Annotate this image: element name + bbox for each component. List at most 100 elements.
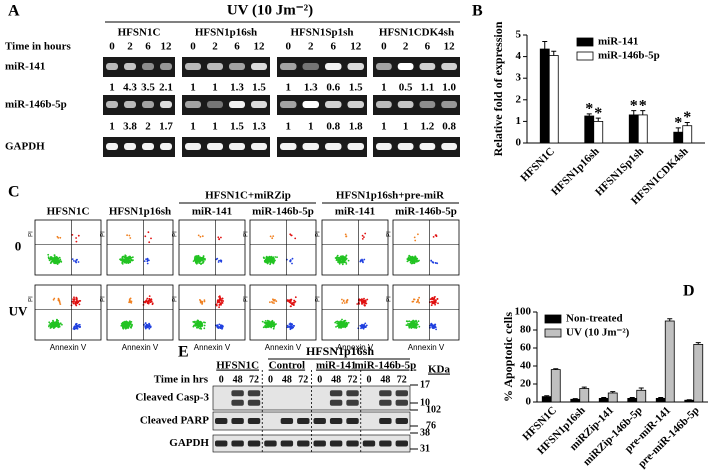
flow-dot xyxy=(272,262,275,265)
quant-value: 1 xyxy=(212,121,218,133)
error-bar xyxy=(675,127,681,133)
bar xyxy=(628,114,639,144)
blot-band xyxy=(231,390,244,397)
flow-dot xyxy=(409,255,412,258)
flow-dot xyxy=(218,323,221,326)
flow-plot xyxy=(106,284,174,341)
time-value: 6 xyxy=(331,41,337,53)
flow-dot xyxy=(342,261,345,263)
flow-dot xyxy=(270,255,273,258)
blot-band xyxy=(329,399,343,406)
bar xyxy=(673,131,684,144)
flow-dot xyxy=(193,324,196,327)
flow-dot xyxy=(289,326,292,329)
flow-dot xyxy=(197,254,200,257)
panel-label: D xyxy=(683,283,695,300)
flow-dot xyxy=(199,327,202,330)
quant-value: 1.2 xyxy=(421,121,435,133)
flow-dot xyxy=(418,325,421,328)
column-label: miR-141 xyxy=(335,206,375,218)
row-label: miR-141 xyxy=(5,61,45,73)
flow-dot xyxy=(120,324,123,327)
gel-band xyxy=(185,101,201,108)
row-label: GAPDH xyxy=(5,141,45,153)
bar xyxy=(627,397,638,403)
time-value: 0 xyxy=(109,41,115,53)
flow-dot xyxy=(124,254,127,257)
group-label: HFSN1C xyxy=(118,27,161,39)
time-value: 0 xyxy=(317,374,322,385)
blot-band xyxy=(297,440,310,447)
flow-dot xyxy=(268,321,271,324)
flow-dot xyxy=(53,326,56,329)
gel xyxy=(277,95,367,115)
panel-label: E xyxy=(178,344,189,361)
y-tick-label: 0 xyxy=(526,396,532,408)
gel-band xyxy=(397,143,414,150)
flow-dot xyxy=(125,321,128,324)
gel-band xyxy=(251,101,267,108)
blot-band xyxy=(362,440,376,447)
flow-dot xyxy=(365,302,368,305)
time-value: 48 xyxy=(380,374,390,385)
flow-dot xyxy=(59,236,62,239)
flow-dot xyxy=(430,304,433,307)
legend-label: miR-141 xyxy=(598,36,638,48)
quant-value: 1.8 xyxy=(349,121,363,133)
flow-dot xyxy=(415,258,418,261)
quant-value: 3.8 xyxy=(123,121,137,133)
gel-band xyxy=(280,63,297,70)
flow-dot xyxy=(202,260,205,263)
gel-band xyxy=(347,143,364,150)
flow-dot xyxy=(219,298,222,301)
flow-dot xyxy=(341,263,344,266)
flow-dot xyxy=(430,323,432,326)
bar xyxy=(539,48,550,144)
flow-dot xyxy=(363,304,366,306)
error-bar xyxy=(572,398,578,400)
flow-dot xyxy=(291,327,293,330)
flow-dot xyxy=(343,325,345,328)
blot-band xyxy=(379,440,392,447)
gel-band xyxy=(160,101,172,108)
legend-label: UV (10 Jm⁻²) xyxy=(566,327,630,339)
flow-dot xyxy=(293,299,295,302)
axis-label: PI xyxy=(387,296,393,302)
flow-dot xyxy=(343,320,346,322)
flow-dot xyxy=(197,256,200,259)
gel-band xyxy=(419,143,436,150)
blot-band xyxy=(297,418,310,424)
flow-dot xyxy=(151,302,154,305)
flow-dot xyxy=(201,302,204,305)
panel-e-title: HFSN1p16sh xyxy=(306,344,374,358)
bar xyxy=(607,392,618,403)
flow-dot xyxy=(336,256,338,258)
quant-value: 1 xyxy=(381,121,387,133)
flow-dot xyxy=(432,236,435,238)
gel-band xyxy=(229,101,245,108)
bar xyxy=(598,397,609,403)
blot-band xyxy=(379,399,392,406)
time-value: 12 xyxy=(444,41,456,53)
axis-label: Annexin V xyxy=(265,343,302,352)
flow-dot xyxy=(361,238,364,240)
flow-dot xyxy=(294,237,297,240)
flow-dot xyxy=(129,322,132,325)
gel-band xyxy=(106,63,118,70)
flow-dot xyxy=(130,302,133,304)
time-value: 6 xyxy=(145,41,151,53)
flow-dot xyxy=(51,322,54,325)
flow-dot xyxy=(413,236,416,239)
flow-dot xyxy=(337,323,340,325)
axis-label: PI xyxy=(173,231,179,237)
group-label: HFSN1Sp1sh xyxy=(291,27,354,39)
flow-dot xyxy=(289,260,292,262)
flow-dot xyxy=(50,257,53,259)
flow-dot xyxy=(340,261,343,264)
error-bar xyxy=(695,342,701,345)
flow-dot xyxy=(262,326,265,329)
bar xyxy=(579,388,590,403)
flow-dot xyxy=(362,300,365,302)
flow-dot xyxy=(415,320,418,323)
